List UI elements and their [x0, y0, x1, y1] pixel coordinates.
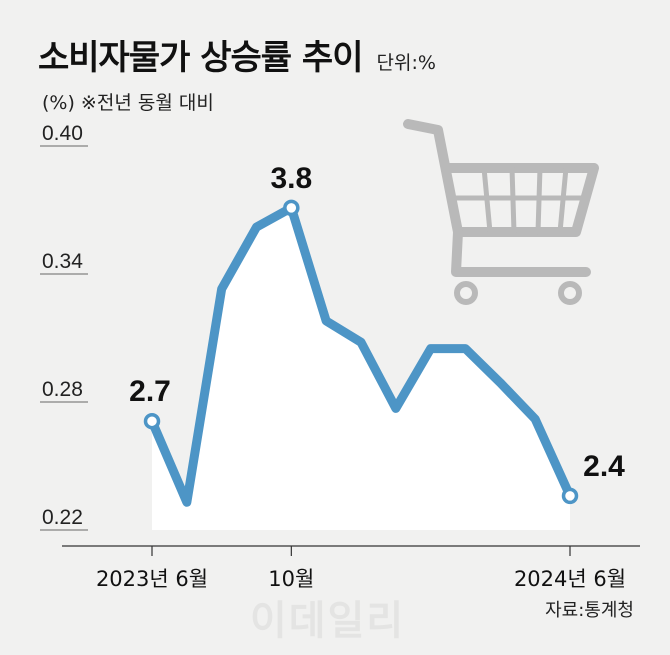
- unit-label: 단위:%: [376, 52, 436, 74]
- watermark-logo: 이데일리: [250, 598, 406, 644]
- x-tick-label: 2023년 6월: [96, 567, 208, 591]
- data-label: 3.8: [270, 162, 312, 195]
- data-labels: 2.7 3.8 2.4: [129, 162, 625, 483]
- data-point-marker: [143, 412, 161, 430]
- data-label: 2.7: [129, 375, 171, 408]
- area-fill: [152, 207, 570, 530]
- data-label: 2.4: [583, 450, 625, 483]
- x-tick-label: 2024년 6월: [514, 567, 626, 591]
- x-axis: 2023년 6월 10월 2024년 6월: [62, 545, 640, 591]
- y-tick-label: 0.40: [42, 122, 83, 145]
- y-tick-label: 0.28: [42, 378, 83, 401]
- data-point-marker: [561, 487, 579, 505]
- chart-title: 소비자물가 상승률 추이: [38, 38, 363, 78]
- source-label: 자료:통계청: [545, 600, 634, 621]
- data-markers: [143, 199, 579, 505]
- y-axis: 0.40 0.34 0.28 0.22: [40, 122, 88, 531]
- x-tick-label: 10월: [268, 567, 314, 591]
- y-tick-label: 0.22: [42, 506, 83, 529]
- y-tick-label: 0.34: [42, 250, 83, 273]
- shopping-cart-icon: [403, 119, 599, 305]
- data-point-marker: [283, 199, 300, 217]
- chart-subtitle: (%) ※전년 동월 대비: [42, 92, 214, 114]
- series-line: [147, 203, 575, 507]
- title-row: 소비자물가 상승률 추이 단위:%: [38, 30, 436, 79]
